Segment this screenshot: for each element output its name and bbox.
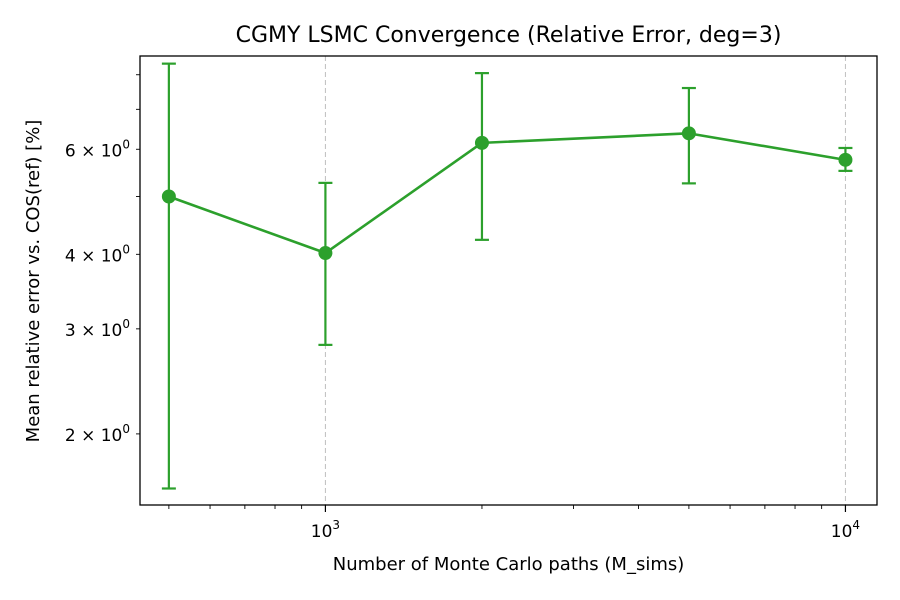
chart-title: CGMY LSMC Convergence (Relative Error, d… [236, 23, 782, 48]
x-axis-label: Number of Monte Carlo paths (M_sims) [333, 554, 685, 575]
data-point-0 [161, 189, 176, 204]
data-point-1 [318, 246, 333, 261]
plot-area-frame [139, 55, 878, 506]
y-tick-label-exponent: 0 [122, 137, 130, 151]
y-tick-label-exponent: 0 [122, 422, 130, 436]
y-axis-label: Mean relative error vs. COS(ref) [%] [23, 120, 44, 443]
y-tick-label-2: 4 × 100 [65, 242, 130, 266]
x-tick-label-exponent: 3 [332, 518, 340, 532]
data-point-4 [838, 152, 853, 167]
y-tick-label-exponent: 0 [122, 317, 130, 331]
y-tick-label-1: 3 × 100 [65, 317, 130, 341]
y-tick-label-3: 6 × 100 [65, 137, 130, 161]
data-point-2 [474, 135, 489, 150]
y-tick-label-exponent: 0 [122, 242, 130, 256]
series-layer [161, 62, 853, 490]
x-tick-label-exponent: 4 [852, 518, 860, 532]
data-point-3 [681, 126, 696, 141]
y-tick-label-0: 2 × 100 [65, 422, 130, 446]
